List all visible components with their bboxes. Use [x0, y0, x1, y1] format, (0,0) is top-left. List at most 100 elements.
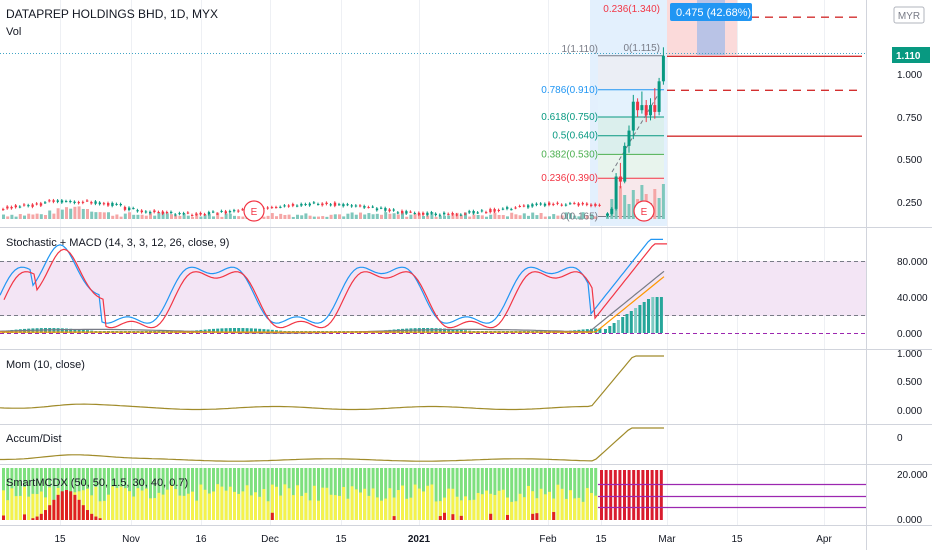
- volume-bar: [350, 212, 354, 219]
- macd-hist-bar: [228, 328, 232, 333]
- candle-body: [153, 210, 156, 213]
- candle-body: [186, 212, 190, 214]
- candle-body: [300, 203, 303, 206]
- candle-body: [367, 207, 370, 209]
- macd-hist-bar: [245, 328, 249, 333]
- stochastic-macd-pane[interactable]: Stochastic + MACD (14, 3, 3, 12, 26, clo…: [0, 237, 866, 334]
- candle-body: [304, 204, 307, 206]
- accum-dist-label[interactable]: Accum/Dist: [6, 433, 62, 445]
- stoch-axis-label: 40.000: [897, 293, 928, 304]
- earnings-marker-2[interactable]: E: [633, 200, 655, 222]
- stoch-d-line: [3, 243, 667, 329]
- volume-bar: [6, 216, 10, 219]
- accum-dist-pane[interactable]: Accum/Dist: [0, 427, 664, 462]
- fib-label: 0.786(0.910): [541, 85, 598, 96]
- mcdx-bar-yellow: [548, 491, 551, 520]
- volume-bar: [241, 216, 245, 219]
- trend-dashed-line[interactable]: [611, 87, 663, 173]
- candle-body: [640, 105, 644, 111]
- volume-bar: [585, 215, 589, 219]
- mcdx-bar-yellow: [123, 488, 127, 520]
- stoch-macd-label[interactable]: Stochastic + MACD (14, 3, 3, 12, 26, clo…: [6, 237, 229, 249]
- time-axis-label: 16: [195, 534, 207, 545]
- mcdx-bar-red: [506, 514, 509, 520]
- candle-body: [81, 201, 85, 203]
- volume-bar: [237, 216, 241, 219]
- mcdx-bar-yellow: [422, 491, 425, 520]
- candle-body: [182, 213, 185, 215]
- volume-label[interactable]: Vol: [6, 26, 21, 38]
- mcdx-bar-yellow: [140, 490, 144, 520]
- candle-body: [585, 203, 589, 205]
- momentum-axis[interactable]: 1.000 0.500 0.000: [897, 349, 922, 417]
- volume-bar: [119, 216, 123, 219]
- macd-hist-bar: [207, 329, 211, 333]
- stoch-axis[interactable]: 80.000 40.000 0.000: [897, 257, 928, 340]
- volume-bar: [52, 213, 56, 219]
- mcdx-bar-yellow: [90, 495, 94, 520]
- mcdx-bar-green: [182, 468, 186, 520]
- mcdx-bar-yellow: [455, 496, 459, 520]
- candle-body: [644, 105, 648, 116]
- volume-bar: [111, 215, 115, 219]
- volume-bar: [388, 213, 392, 219]
- currency-badge[interactable]: MYR: [893, 6, 925, 24]
- candle-body: [65, 201, 68, 203]
- candle-body: [77, 202, 80, 204]
- mcdx-bar-red: [531, 513, 535, 520]
- volume-bar: [581, 212, 585, 219]
- volume-bar: [266, 215, 270, 219]
- accum-dist-axis[interactable]: 0: [897, 433, 903, 444]
- mcdx-bar-yellow: [388, 488, 392, 520]
- price-pane[interactable]: 0(0.165) 0.236(0.390) 0.382(0.530) 0.5(0.64…: [0, 0, 925, 226]
- mcdx-bar-yellow: [157, 492, 161, 520]
- fib-zone: [598, 55, 664, 90]
- mcdx-bar-green: [195, 468, 199, 520]
- symbol-title[interactable]: DATAPREP HOLDINGS BHD, 1D, MYX: [6, 7, 218, 21]
- horizontal-lines[interactable]: [667, 16, 862, 137]
- smartmcdx-pane[interactable]: SmartMCDX (50, 50, 1.5, 30, 40, 0.7): [2, 468, 866, 520]
- price-axis[interactable]: 1.000 0.750 0.500 0.250 1.110: [892, 47, 930, 209]
- earnings-marker-1[interactable]: E: [243, 200, 265, 222]
- macd-hist-bar: [237, 328, 241, 333]
- momentum-pane[interactable]: Mom (10, close): [0, 355, 664, 411]
- last-price-badge[interactable]: 1.110: [892, 47, 930, 63]
- mcdx-bar-yellow: [590, 492, 593, 520]
- candle-body: [472, 211, 475, 214]
- macd-signal-line: [0, 276, 665, 333]
- macd-hist-bar: [224, 328, 228, 333]
- momentum-label[interactable]: Mom (10, close): [6, 359, 85, 371]
- candle-body: [48, 200, 51, 202]
- candle-body: [161, 211, 164, 214]
- volume-bar: [212, 216, 215, 219]
- mcdx-bar-yellow: [291, 495, 295, 520]
- mcdx-bar-yellow: [35, 493, 39, 520]
- volume-bar: [128, 212, 131, 219]
- mcdx-bar-yellow: [539, 488, 543, 520]
- mcdx-bar-yellow: [375, 497, 379, 520]
- mcdx-bar-red: [270, 512, 274, 520]
- mcdx-bar-green: [27, 468, 31, 520]
- price-axis-label: 0.500: [897, 155, 922, 166]
- mcdx-bar-red: [2, 515, 5, 520]
- time-axis-label: 2021: [408, 534, 431, 545]
- mcdx-bar-green: [161, 468, 165, 520]
- accum-dist-axis-label: 0: [897, 433, 903, 444]
- candle-body: [514, 207, 517, 209]
- mcdx-bar-yellow: [501, 489, 505, 520]
- mcdx-bar-yellow: [514, 501, 518, 520]
- candle-body: [581, 203, 584, 205]
- mcdx-axis[interactable]: 20.000 0.000: [897, 470, 928, 526]
- candles[interactable]: [2, 47, 665, 218]
- mcdx-bar-yellow: [430, 484, 434, 520]
- smartmcdx-label[interactable]: SmartMCDX (50, 50, 1.5, 30, 40, 0.7): [6, 477, 188, 489]
- mcdx-bar-green: [552, 468, 556, 520]
- time-axis[interactable]: 15 Nov 16 Dec 15 2021 Feb 15 Mar 15 Apr: [54, 534, 832, 545]
- volume-bar: [657, 198, 661, 219]
- mcdx-bar-green: [107, 468, 110, 520]
- candle-body: [94, 201, 97, 204]
- mcdx-bar-yellow: [216, 484, 220, 520]
- candle-body: [275, 207, 278, 209]
- measure-tooltip[interactable]: 0.475 (42.68%) 95: [670, 3, 767, 21]
